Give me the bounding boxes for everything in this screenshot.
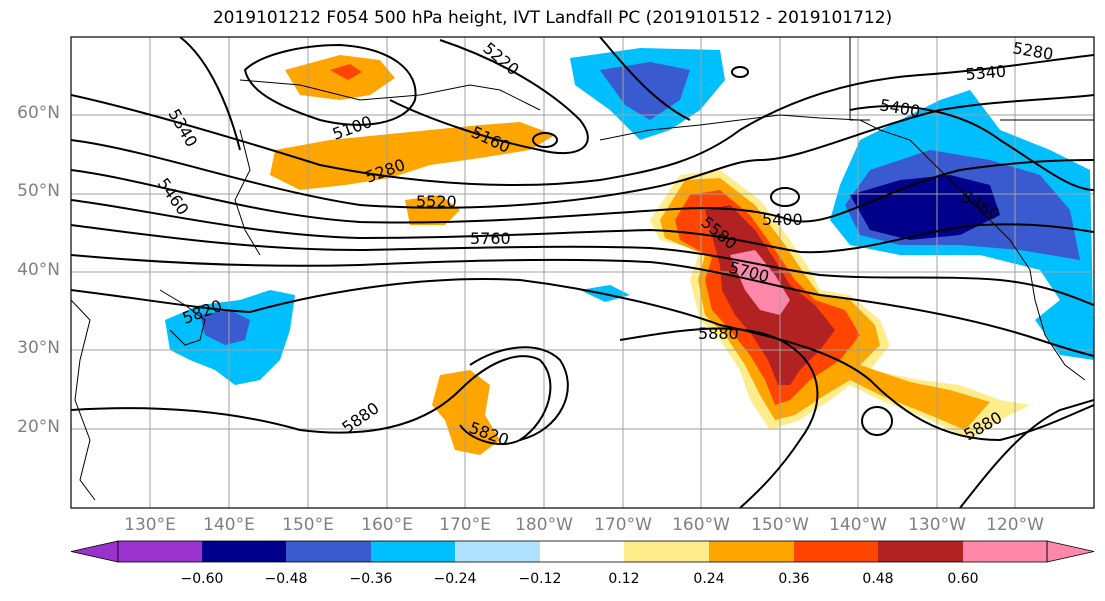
colorbar-tick-label: −0.60 <box>180 571 224 587</box>
ivt-positive-area <box>270 122 555 190</box>
longitude-label: 140°W <box>829 515 887 535</box>
contour-label: 5880 <box>698 324 739 343</box>
longitude-label: 180°W <box>515 515 573 535</box>
contour-label: 5460 <box>154 174 193 218</box>
longitude-label: 130°E <box>124 515 176 535</box>
ivt-positive-area <box>285 55 395 100</box>
ivt-positive-area <box>330 64 362 80</box>
longitude-label: 160°E <box>361 515 413 535</box>
ivt-positive-area <box>432 370 500 455</box>
latitude-label: 30°N <box>17 338 60 358</box>
contour-label: 5520 <box>416 192 457 211</box>
longitude-label: 160°W <box>672 515 730 535</box>
latitude-label: 40°N <box>17 260 60 280</box>
map-title: 2019101212 F054 500 hPa height, IVT Land… <box>212 8 893 28</box>
contour-label: 5400 <box>878 95 921 121</box>
latitude-label: 20°N <box>17 417 60 437</box>
colorbar-tick-label: 0.24 <box>693 571 725 587</box>
colorbar-tick-label: −0.48 <box>264 571 308 587</box>
coastlines <box>71 37 1094 501</box>
longitude-label: 170°E <box>439 515 491 535</box>
colorbar-tick-label: −0.24 <box>433 571 477 587</box>
ivt-negative-area <box>850 175 1000 240</box>
longitude-label: 130°W <box>908 515 966 535</box>
contour-label: 5400 <box>762 210 803 229</box>
ivt-negative-area <box>200 310 250 345</box>
contour-label: 5340 <box>965 62 1007 84</box>
colorbar-tick-label: 0.60 <box>947 571 979 587</box>
longitude-label: 150°W <box>751 515 809 535</box>
height-contours <box>71 37 1094 508</box>
contour-label: 5280 <box>1011 38 1054 64</box>
colorbar-tick-label: −0.36 <box>349 571 393 587</box>
longitude-label: 170°W <box>594 515 652 535</box>
colorbar-tick-label: −0.12 <box>518 571 562 587</box>
longitude-label: 140°E <box>203 515 255 535</box>
colorbar-tick-label: 0.36 <box>778 571 810 587</box>
colorbar-tick-label: 0.12 <box>608 571 640 587</box>
longitude-label: 120°W <box>986 515 1044 535</box>
longitude-label: 150°E <box>282 515 334 535</box>
ivt-shading <box>165 48 1094 455</box>
latitude-label: 50°N <box>17 181 60 201</box>
colorbar-tick-label: 0.48 <box>862 571 894 587</box>
contour-label: 5760 <box>470 229 511 248</box>
ivt-positive-area <box>405 195 460 225</box>
map-frame <box>70 36 1095 509</box>
latitude-label: 60°N <box>17 103 60 123</box>
